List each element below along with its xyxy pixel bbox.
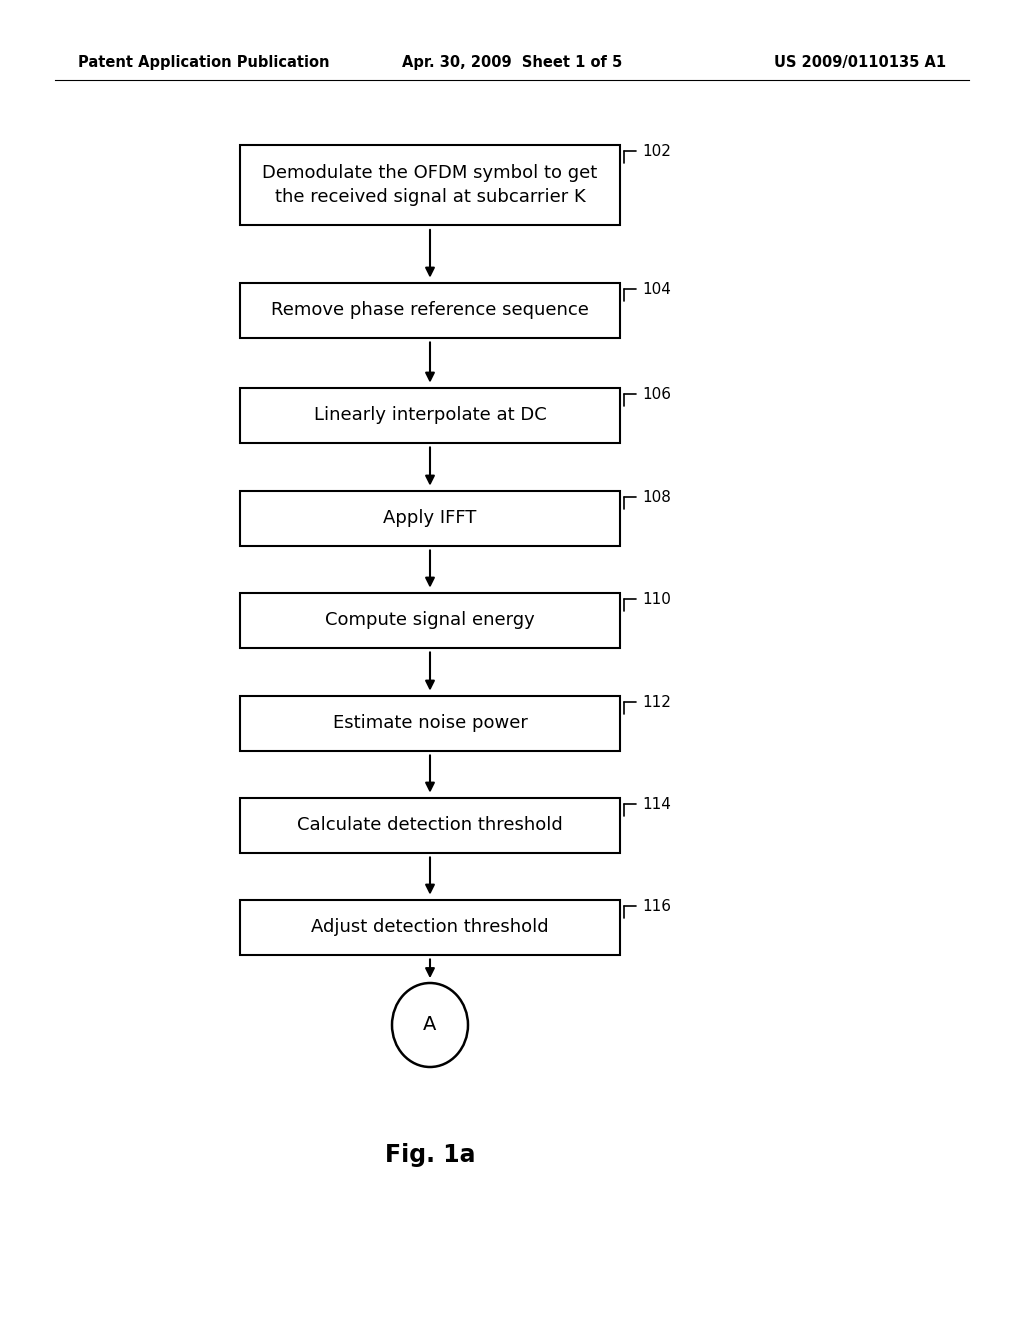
Text: Apply IFFT: Apply IFFT: [383, 510, 477, 527]
Text: 104: 104: [642, 282, 671, 297]
Text: 102: 102: [642, 144, 671, 160]
Bar: [240, 899, 620, 954]
Text: Fig. 1a: Fig. 1a: [385, 1143, 475, 1167]
Text: Linearly interpolate at DC: Linearly interpolate at DC: [313, 407, 547, 424]
Text: Estimate noise power: Estimate noise power: [333, 714, 527, 733]
Text: 116: 116: [642, 899, 671, 913]
Bar: [240, 593, 620, 648]
Bar: [240, 696, 620, 751]
Text: Patent Application Publication: Patent Application Publication: [78, 54, 330, 70]
Text: US 2009/0110135 A1: US 2009/0110135 A1: [774, 54, 946, 70]
Text: Demodulate the OFDM symbol to get
the received signal at subcarrier K: Demodulate the OFDM symbol to get the re…: [262, 164, 598, 206]
Bar: [240, 145, 620, 224]
Text: 114: 114: [642, 797, 671, 812]
Text: 106: 106: [642, 387, 671, 403]
Text: 112: 112: [642, 696, 671, 710]
Bar: [240, 797, 620, 853]
Text: Adjust detection threshold: Adjust detection threshold: [311, 917, 549, 936]
Text: Apr. 30, 2009  Sheet 1 of 5: Apr. 30, 2009 Sheet 1 of 5: [401, 54, 623, 70]
Text: Remove phase reference sequence: Remove phase reference sequence: [271, 301, 589, 319]
Text: Compute signal energy: Compute signal energy: [326, 611, 535, 630]
Text: 110: 110: [642, 591, 671, 607]
Text: 108: 108: [642, 490, 671, 506]
Bar: [240, 491, 620, 545]
Text: A: A: [423, 1015, 436, 1035]
Bar: [240, 388, 620, 442]
Bar: [240, 282, 620, 338]
Ellipse shape: [392, 983, 468, 1067]
Text: Calculate detection threshold: Calculate detection threshold: [297, 816, 563, 834]
